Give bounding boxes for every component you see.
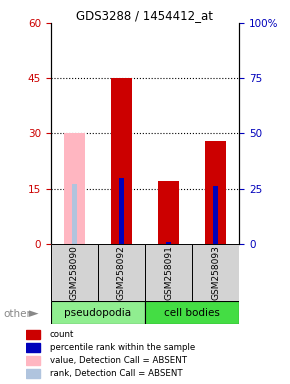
Text: cell bodies: cell bodies	[164, 308, 220, 318]
Bar	[158, 181, 179, 244]
Bar	[213, 187, 218, 244]
Text: ►: ►	[28, 308, 38, 321]
Text: count: count	[50, 330, 74, 339]
Text: other: other	[3, 309, 31, 319]
Bar	[51, 301, 145, 324]
Bar	[72, 184, 77, 244]
Bar	[166, 242, 171, 244]
Text: GSM258091: GSM258091	[164, 245, 173, 300]
Bar	[26, 369, 40, 378]
Bar	[98, 244, 145, 301]
Text: rank, Detection Call = ABSENT: rank, Detection Call = ABSENT	[50, 369, 182, 378]
Text: GSM258093: GSM258093	[211, 245, 220, 300]
Bar	[26, 330, 40, 339]
Text: pseudopodia: pseudopodia	[64, 308, 131, 318]
Bar	[192, 244, 239, 301]
Bar	[145, 244, 192, 301]
Bar	[111, 78, 132, 244]
Text: GSM258090: GSM258090	[70, 245, 79, 300]
Text: value, Detection Call = ABSENT: value, Detection Call = ABSENT	[50, 356, 186, 365]
Bar	[119, 178, 124, 244]
Bar	[64, 134, 85, 244]
Bar	[26, 343, 40, 353]
Bar	[205, 141, 226, 244]
Bar	[145, 301, 239, 324]
Text: percentile rank within the sample: percentile rank within the sample	[50, 343, 195, 352]
Text: GSM258092: GSM258092	[117, 245, 126, 300]
Title: GDS3288 / 1454412_at: GDS3288 / 1454412_at	[77, 9, 213, 22]
Bar	[26, 356, 40, 366]
Bar	[51, 244, 98, 301]
